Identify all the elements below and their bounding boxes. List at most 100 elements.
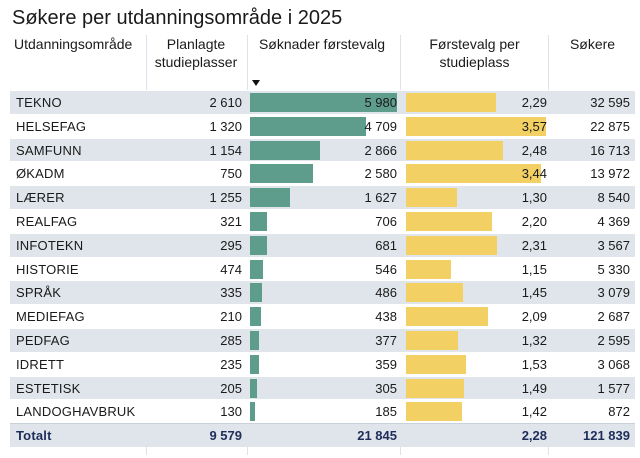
- table-row[interactable]: LANDOGHAVBRUK 130 185 1,42 872: [10, 399, 635, 424]
- row-soknader: 5 980: [364, 95, 397, 110]
- sort-descending-icon[interactable]: [252, 80, 260, 86]
- row-planlagte: 210: [220, 309, 242, 325]
- row-planlagte: 335: [220, 285, 242, 301]
- row-soknader: 546: [375, 261, 397, 277]
- total-planlagte: 9 579: [209, 428, 242, 444]
- row-per-plass: 2,48: [521, 142, 547, 158]
- total-per-plass: 2,28: [521, 428, 547, 444]
- row-sokere: 8 540: [597, 190, 630, 206]
- table-row[interactable]: ESTETISK 205 305 1,49 1 577: [10, 375, 635, 400]
- row-planlagte: 2 610: [209, 95, 242, 110]
- per-plass-bar: [406, 93, 496, 112]
- table-row[interactable]: LÆRER 1 255 1 627 1,30 8 540: [10, 185, 635, 209]
- row-omrade: ØKADM: [16, 166, 65, 182]
- row-per-plass: 1,45: [521, 285, 547, 301]
- row-per-plass: 3,44: [521, 166, 547, 182]
- table-row[interactable]: REALFAG 321 706 2,20 4 369: [10, 208, 635, 233]
- data-table: Utdanningsområde Planlagte studieplasser…: [10, 35, 635, 455]
- row-omrade: MEDIEFAG: [16, 309, 85, 325]
- row-soknader: 681: [375, 237, 397, 253]
- table-row[interactable]: TEKNO 2 610 5 980 2,29 32 595: [10, 90, 635, 114]
- row-sokere: 16 713: [590, 142, 630, 158]
- soknader-bar: [250, 235, 267, 255]
- row-planlagte: 235: [220, 356, 242, 372]
- table-row[interactable]: HELSEFAG 1 320 4 709 3,57 22 875: [10, 113, 635, 138]
- table-row[interactable]: PEDFAG 285 377 1,32 2 595: [10, 327, 635, 352]
- header-sokere[interactable]: Søkere: [569, 36, 616, 52]
- soknader-bar: [250, 330, 260, 350]
- row-planlagte: 1 320: [209, 118, 242, 134]
- row-omrade: PEDFAG: [16, 332, 70, 348]
- row-omrade: TEKNO: [16, 95, 62, 110]
- row-planlagte: 295: [220, 237, 242, 253]
- row-soknader: 359: [375, 356, 397, 372]
- row-sokere: 4 369: [597, 213, 630, 229]
- soknader-bar: [250, 307, 261, 327]
- per-plass-bar: [406, 330, 458, 350]
- row-soknader: 377: [375, 332, 397, 348]
- row-soknader: 438: [375, 309, 397, 325]
- row-per-plass: 2,29: [521, 95, 547, 110]
- per-plass-bar: [406, 307, 488, 327]
- table-row[interactable]: SAMFUNN 1 154 2 866 2,48 16 713: [10, 137, 635, 162]
- row-omrade: REALFAG: [16, 213, 78, 229]
- row-omrade: SPRÅK: [16, 285, 62, 301]
- soknader-bar: [250, 140, 321, 160]
- soknader-bar: [250, 188, 290, 208]
- row-sokere: 1 577: [597, 380, 630, 396]
- row-soknader: 2 866: [364, 142, 397, 158]
- table-header: Utdanningsområde Planlagte studieplasser…: [10, 35, 635, 90]
- soknader-bar: [250, 283, 262, 303]
- table-row[interactable]: ØKADM 750 2 580 3,44 13 972: [10, 161, 635, 186]
- row-planlagte: 285: [220, 332, 242, 348]
- row-omrade: HISTORIE: [16, 261, 79, 277]
- table-row[interactable]: IDRETT 235 359 1,53 3 068: [10, 351, 635, 376]
- soknader-bar: [250, 354, 259, 374]
- soknader-bar: [250, 259, 264, 279]
- row-soknader: 706: [375, 213, 397, 229]
- row-per-plass: 1,42: [521, 404, 547, 420]
- table-row[interactable]: HISTORIE 474 546 1,15 5 330: [10, 256, 635, 281]
- row-per-plass: 1,30: [521, 190, 547, 206]
- row-omrade: LANDOGHAVBRUK: [16, 404, 136, 420]
- row-sokere: 3 068: [597, 356, 630, 372]
- per-plass-bar: [406, 211, 493, 231]
- row-soknader: 185: [375, 404, 397, 420]
- table-body: TEKNO 2 610 5 980 2,29 32 595 HELSEFAG 1 320 4 …: [10, 90, 635, 424]
- per-plass-bar: [406, 116, 546, 136]
- table-row[interactable]: INFOTEKN 295 681 2,31 3 567: [10, 232, 635, 257]
- row-per-plass: 1,32: [521, 332, 547, 348]
- row-planlagte: 474: [220, 261, 242, 277]
- row-planlagte: 130: [220, 404, 242, 420]
- total-sokere: 121 839: [583, 428, 630, 444]
- header-per-plass[interactable]: Førstevalg per studieplass: [429, 36, 520, 70]
- soknader-bar: [250, 211, 268, 231]
- row-sokere: 3 567: [597, 237, 630, 253]
- soknader-bar: [250, 93, 397, 112]
- row-soknader: 4 709: [364, 118, 397, 134]
- soknader-bar: [250, 164, 314, 184]
- row-per-plass: 2,31: [521, 237, 547, 253]
- soknader-bar: [250, 402, 255, 422]
- row-per-plass: 2,20: [521, 213, 547, 229]
- row-planlagte: 205: [220, 380, 242, 396]
- row-omrade: LÆRER: [16, 190, 65, 206]
- soknader-bar: [250, 116, 366, 136]
- total-label: Totalt: [16, 428, 52, 444]
- row-omrade: ESTETISK: [16, 380, 81, 396]
- header-planlagte[interactable]: Planlagte studieplasser: [154, 36, 238, 70]
- header-soknader[interactable]: Søknader førstevalg: [258, 36, 386, 52]
- row-planlagte: 1 154: [209, 142, 242, 158]
- table-row[interactable]: SPRÅK 335 486 1,45 3 079: [10, 280, 635, 305]
- row-per-plass: 1,53: [521, 356, 547, 372]
- row-sokere: 2 595: [597, 332, 630, 348]
- table-row[interactable]: MEDIEFAG 210 438 2,09 2 687: [10, 304, 635, 328]
- header-omrade[interactable]: Utdanningsområde: [14, 36, 133, 52]
- row-per-plass: 1,49: [521, 380, 547, 396]
- per-plass-bar: [406, 140, 504, 160]
- row-per-plass: 3,57: [521, 118, 547, 134]
- chart-title: Søkere per utdanningsområde i 2025: [12, 7, 343, 29]
- row-omrade: SAMFUNN: [16, 142, 82, 158]
- per-plass-bar: [406, 402, 462, 422]
- per-plass-bar: [406, 164, 541, 184]
